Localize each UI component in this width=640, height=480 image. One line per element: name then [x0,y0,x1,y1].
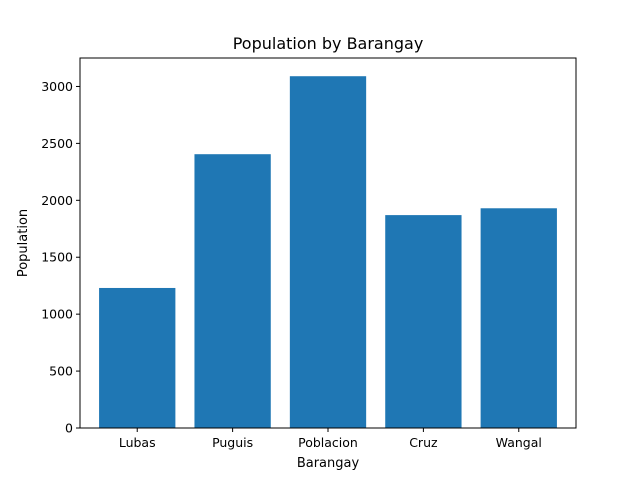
y-axis-ticks: 0 500 1000 1500 2000 2500 3000 [41,79,80,436]
chart-title: Population by Barangay [233,34,424,53]
x-tick-label: Cruz [409,435,438,450]
y-tick-label: 2000 [41,193,73,208]
x-axis-ticks: Lubas Puguis Poblacion Cruz Wangal [119,428,542,450]
y-tick-label: 2500 [41,136,73,151]
y-tick-label: 1500 [41,250,73,265]
y-tick-label: 1000 [41,307,73,322]
bar-puguis [194,154,271,428]
x-axis-label: Barangay [297,456,360,471]
y-axis-label: Population [16,209,31,277]
plot-frame [79,57,577,429]
x-tick-label: Poblacion [298,435,358,450]
y-tick-label: 500 [49,364,73,379]
bar-cruz [385,215,462,428]
bar-wangal [480,208,557,428]
bar-poblacion [289,76,367,428]
bar-lubas [99,287,176,428]
x-tick-label: Puguis [212,435,253,450]
y-tick-label: 0 [65,421,73,436]
x-tick-label: Lubas [119,435,156,450]
y-tick-label: 3000 [41,79,73,94]
x-tick-label: Wangal [496,435,542,450]
bars-group [99,76,557,428]
